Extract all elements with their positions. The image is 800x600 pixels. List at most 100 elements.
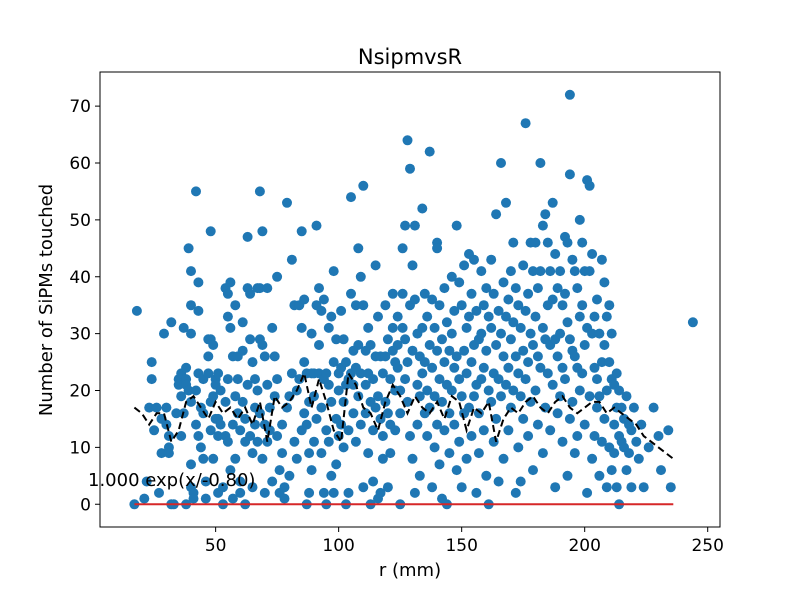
data-point [493,374,504,385]
data-point [429,442,440,453]
data-point [528,266,538,277]
data-point [486,322,497,333]
data-point [213,368,224,379]
data-point [592,294,602,305]
x-tick-label: 150 [445,536,477,556]
data-point [574,214,585,225]
data-point [542,368,553,379]
data-point [139,493,150,504]
data-point [461,368,472,379]
data-point [343,487,354,498]
data-point [434,300,445,311]
data-point [496,391,506,402]
data-point [321,425,332,436]
data-point [493,305,504,316]
data-point [395,408,406,419]
data-point [493,476,504,487]
data-point [589,311,600,322]
data-point [225,322,236,333]
data-point [515,322,526,333]
data-point [316,448,327,459]
data-point [422,311,433,322]
data-point [530,385,541,396]
data-point [557,300,568,311]
data-point [564,89,575,100]
data-point [508,317,519,328]
data-point [326,396,337,407]
data-point [237,396,248,407]
data-point [419,288,430,299]
data-point [326,311,337,322]
data-point [176,431,187,441]
data-point [601,385,612,396]
data-point [486,254,497,265]
data-point [304,487,315,498]
data-point [186,396,196,407]
data-point [422,385,433,396]
y-axis: 0 10 20 30 40 50 60 70 [69,97,100,515]
data-point [611,368,622,379]
data-point [225,465,236,476]
data-point [259,351,270,362]
data-point [530,311,541,322]
data-point [286,254,297,265]
data-point [523,357,534,368]
data-point [498,453,509,464]
data-point [360,408,371,419]
data-point [235,476,246,487]
data-point [363,448,374,459]
data-point [483,385,494,396]
data-point [515,476,526,487]
data-point [186,300,196,311]
data-point [466,357,477,368]
data-point [328,357,339,368]
data-point [289,436,300,447]
data-point [501,311,511,322]
data-point [296,226,307,237]
data-point [392,311,403,322]
data-point [203,368,214,379]
data-point [191,419,201,430]
data-point [267,322,278,333]
data-point [237,345,248,356]
x-axis: 50 100 150 200 250 [205,527,724,556]
data-point [633,453,644,464]
data-point [687,317,698,328]
data-point [323,379,334,390]
data-point [407,345,418,356]
data-point [478,300,489,311]
data-point [432,243,443,254]
data-point [663,425,674,436]
data-point [161,402,172,413]
data-point [377,453,388,464]
data-point [508,385,519,396]
data-point [427,294,438,305]
data-point [382,482,393,493]
data-point [353,340,364,350]
data-point [611,482,622,493]
data-point [466,431,477,441]
data-point [461,322,472,333]
data-point [569,266,580,277]
x-axis-label: r (mm) [379,560,441,581]
data-point [350,300,361,311]
data-point [193,277,204,288]
data-point [518,345,529,356]
data-point [215,419,226,430]
data-point [564,169,575,180]
data-point [262,283,273,294]
data-point [235,425,246,436]
data-point [594,391,605,402]
data-point [459,345,470,356]
data-point [550,249,561,259]
data-point [542,237,553,248]
data-point [232,374,243,385]
data-point [624,448,634,459]
data-point [621,391,632,402]
data-point [380,351,391,362]
data-point [481,470,492,481]
data-point [397,322,408,333]
x-tick-label: 50 [205,536,227,556]
data-point [402,357,413,368]
data-point [555,391,566,402]
